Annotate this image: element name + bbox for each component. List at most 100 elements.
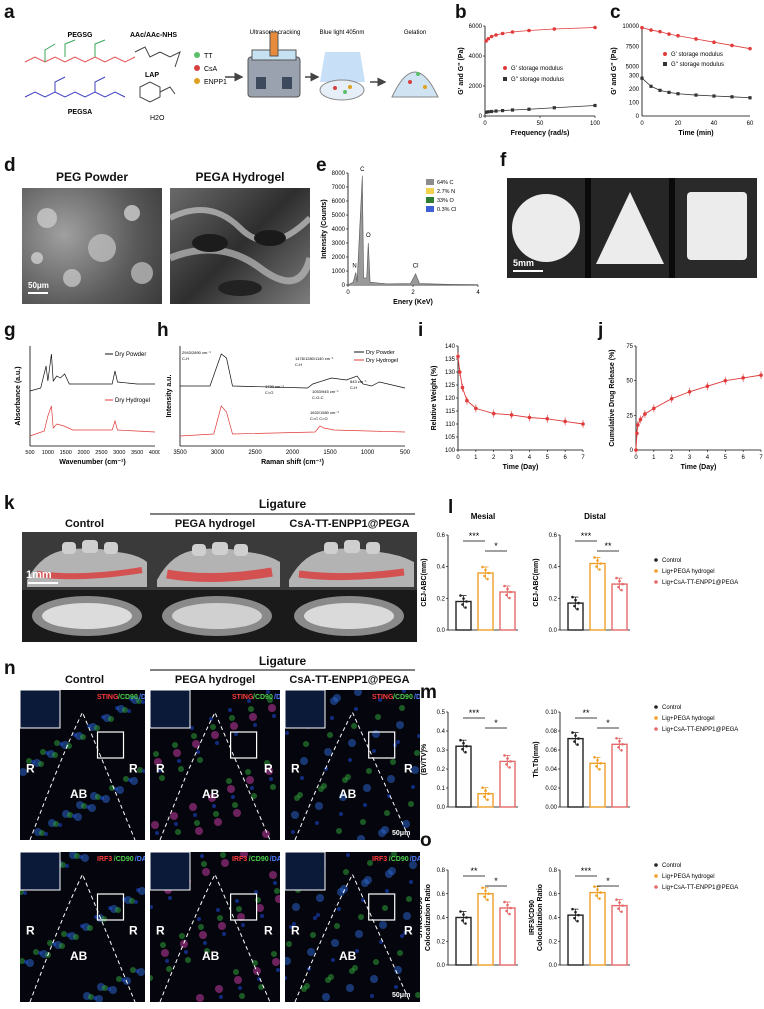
fluor-cell (385, 870, 393, 878)
chart-o-dot (618, 901, 621, 904)
c-legend-marker (663, 62, 667, 66)
chart-l-dot (596, 559, 599, 562)
g-legend-label: Dry Powder (115, 352, 146, 358)
fluor-cell (310, 932, 316, 938)
chart-m-bar (499, 760, 516, 808)
h-xtick-label: 1000 (361, 450, 375, 456)
fluor-cell (406, 896, 412, 902)
c-point (667, 32, 671, 36)
fluor-cell (40, 749, 46, 755)
b-legend-label: G'' storage modulus (511, 77, 564, 83)
fluor-inset (285, 690, 326, 729)
fluor-cell (215, 741, 219, 745)
fluor-cell (60, 862, 66, 868)
e-ytick-label: 4000 (332, 227, 346, 233)
fluor-cell (200, 854, 204, 858)
fluor-cell (61, 931, 67, 937)
fluor-cell (274, 888, 280, 894)
c-point (649, 28, 653, 32)
fluor-cell (53, 821, 59, 827)
chart-o-0-ylabel: Colocalization Ratio (425, 884, 432, 951)
fluor-cell (59, 943, 65, 949)
b-point (486, 110, 490, 114)
fluor-cell (228, 708, 232, 712)
chart-l-dot (595, 565, 598, 568)
chart-m-dot (618, 740, 621, 743)
fluor-cell (394, 985, 398, 989)
chart-m-0-ytick-label: 0.4 (437, 729, 446, 735)
chart-m-dot (481, 786, 484, 789)
fluor-cell (399, 705, 405, 711)
chart-l-subplot-title: Distal (584, 512, 606, 521)
fluor-cell (403, 931, 407, 935)
n-col-control: Control (64, 674, 105, 686)
c-xtick-label: 40 (711, 121, 718, 127)
petri-dish (319, 79, 365, 101)
chart-m-dot (573, 740, 576, 743)
c-point (748, 96, 752, 100)
fluor-cell (391, 852, 397, 857)
chart-o-dot (593, 885, 596, 888)
fluor-cell (249, 713, 257, 721)
chart-o-1-ylabel: IRF3/CD90 (529, 900, 536, 935)
chart-m-0-ytick-label: 0.5 (437, 710, 446, 716)
g-xtick-label: 1500 (60, 450, 72, 456)
chart-l-legend-label: Lig+CsA-TT-ENPP1@PEGA (662, 580, 738, 586)
i-xtick-label: 2 (492, 455, 496, 461)
chart-m-0-ytick-label: 0.0 (437, 805, 446, 811)
g-ylabel: Absorbance (a.u.) (15, 366, 22, 425)
fluor-cell (400, 934, 404, 938)
fluor-outline (159, 873, 271, 1002)
b-point (486, 36, 491, 41)
fluor-cell (52, 752, 58, 758)
chart-o-dot (487, 892, 490, 896)
fluor-stain-label: STING (232, 694, 254, 701)
chart-m-dot (621, 743, 624, 746)
g-series-hydrogel (29, 405, 156, 437)
chart-o-dot (615, 898, 618, 901)
microct-slice-csa (294, 596, 404, 636)
fluor-cell (260, 914, 264, 918)
fluor-cell (174, 822, 178, 826)
e-xtick-label: 2 (411, 290, 415, 296)
chart-m-legend-marker (654, 727, 658, 731)
b-ylabel: G' and G'' (Pa) (458, 47, 465, 94)
n-col-pega: PEGA hydrogel (174, 674, 256, 686)
chart-m-dot (620, 749, 623, 752)
chart-m-1-ytick-label: 0.10 (545, 710, 557, 716)
chart-o-dot (508, 912, 511, 916)
hydrogel-square (687, 192, 747, 260)
panel-letter-k: k (4, 493, 15, 514)
fluor-cell (265, 767, 273, 775)
h-xtick-label: 3500 (173, 450, 187, 456)
chart-l-dot (573, 604, 576, 608)
chart-l-dot (617, 585, 620, 589)
fluor-roi-box (368, 731, 396, 759)
e-ytick-label: 6000 (332, 199, 346, 205)
fluor-cell (253, 967, 261, 975)
chem-label-pegsg: PEGSG (68, 32, 93, 39)
panel-letter-i: i (418, 320, 424, 341)
fluor-label-r: R (26, 924, 35, 938)
chart-l-0-ytick-label: 0.6 (437, 533, 446, 539)
sem-image-hydrogel (170, 188, 310, 304)
chart-l-legend-label: Control (662, 558, 681, 564)
fluor-cell (65, 864, 69, 868)
fluor-cell (264, 760, 270, 766)
c-point (658, 88, 662, 92)
chart-o-dot (598, 897, 601, 900)
fluor-outline (29, 711, 136, 840)
c-ytick-label: 100 (629, 101, 640, 107)
e-ytick-label: 1000 (332, 269, 346, 275)
chart-l-subplot-title: Mesial (471, 512, 495, 521)
hydrogel-photo-strip: 5mm (507, 178, 757, 278)
fluor-cell (417, 734, 420, 738)
chart-l-dot (503, 584, 506, 588)
i-ytick-label: 135 (445, 357, 456, 363)
fluor-cell (382, 905, 388, 911)
chart-o-sig-label: * (606, 876, 610, 886)
j-point (635, 423, 640, 427)
fluor-cell (137, 767, 143, 773)
fluor-cell (73, 934, 79, 940)
chart-l-sig-label: *** (469, 531, 480, 541)
